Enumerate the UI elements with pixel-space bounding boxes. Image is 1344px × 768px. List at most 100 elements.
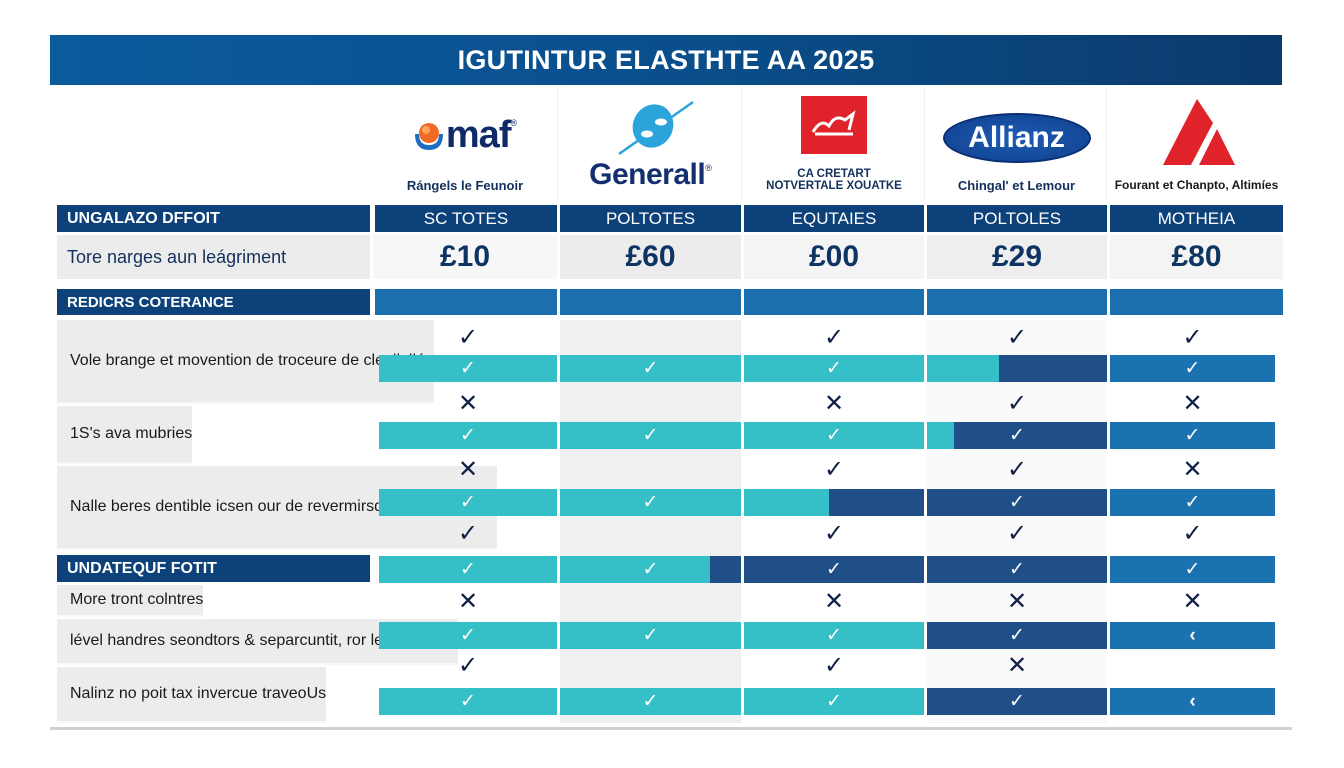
coverage-bar-cell: ✓: [379, 688, 557, 715]
cross-icon: ✕: [823, 587, 845, 615]
check-icon: ✓: [1009, 691, 1025, 712]
coverage-bar-cell: ✓: [560, 688, 741, 715]
column-header: MOTHEIA: [1110, 205, 1283, 232]
coverage-bar-cell: ✓: [927, 688, 1107, 715]
cross-icon: ✕: [1006, 587, 1028, 615]
check-icon: ✓: [823, 519, 845, 547]
cross-icon: ✕: [457, 389, 479, 417]
generall-wordmark: Generall ®: [589, 158, 712, 191]
feature-label: Vole brange et movention de troceure de …: [57, 320, 434, 404]
provider-caption: Fourant et Chanpto, Altimíes: [1114, 178, 1279, 192]
cross-icon: ✕: [1182, 455, 1203, 483]
check-icon: ✓: [1006, 519, 1028, 547]
coverage-bar-cell: ✓: [560, 622, 741, 649]
coverage-bar-cell: ✓: [927, 622, 1107, 649]
empty-cell: [560, 586, 741, 616]
registered-mark: ®: [705, 163, 712, 173]
provider-logo-allianz: Allianz Chingal' et Lemour: [927, 88, 1107, 200]
section-header: UNDATEQUF FOTIT: [57, 555, 370, 582]
bottom-divider: [50, 727, 1292, 730]
check-icon: ✓: [460, 691, 476, 712]
provider-logo-generall: Generall ®: [560, 88, 742, 200]
check-icon: ✓: [1182, 323, 1203, 351]
price-value: £80: [1110, 235, 1283, 279]
empty-cell: [560, 650, 741, 680]
coverage-bar-cell: [744, 489, 924, 516]
check-icon: ✓: [823, 323, 845, 351]
check-icon: ✓: [460, 425, 476, 446]
empty-cell: [560, 388, 741, 418]
check-icon: ✓: [642, 559, 659, 580]
check-icon: ✓: [457, 323, 479, 351]
column-header: EQUTAIES: [744, 205, 924, 232]
section-bar: [560, 289, 741, 315]
check-icon: ✓: [1184, 358, 1201, 379]
red-square-logo-icon: [801, 96, 867, 154]
registered-mark: ®: [510, 118, 518, 128]
provider-caption: Chingal' et Lemour: [957, 178, 1076, 193]
check-icon: ✓: [826, 559, 842, 580]
price-value: £10: [373, 235, 557, 279]
coverage-bar-cell: ✓: [744, 422, 924, 449]
bar-fill-segment: [744, 489, 829, 516]
column-background: [560, 320, 741, 723]
sphere-logo-icon: [414, 122, 443, 150]
coverage-bar-cell: ✓: [744, 622, 924, 649]
check-icon: ✓: [457, 519, 479, 547]
empty-cell: [560, 518, 741, 548]
coverage-bar-cell: ‹: [1110, 688, 1275, 715]
coverage-bar-cell: ✓: [1110, 556, 1275, 583]
maf-logo: maf ®: [413, 114, 517, 157]
check-icon: ✓: [1009, 492, 1025, 513]
section-bar: [927, 289, 1107, 315]
coverage-bar-cell: ✓: [379, 355, 557, 382]
feature-label: More tront colntres: [57, 585, 204, 617]
bar-fill-segment: [927, 355, 999, 382]
check-icon: ✓: [642, 625, 659, 646]
check-icon: ✓: [1184, 492, 1201, 513]
column-background: [744, 320, 924, 723]
coverage-bar-cell: ✓: [927, 489, 1107, 516]
price-row-label: Tore narges aun leágriment: [57, 235, 370, 279]
page-title: IGUTINTUR ELASTHTE AA 2025: [457, 44, 875, 75]
empty-cell: [560, 322, 741, 352]
check-icon: ✓: [457, 651, 479, 679]
check-icon: ✓: [823, 455, 845, 483]
check-icon: ✓: [1006, 455, 1028, 483]
section-header: REDICRS COTERANCE: [57, 289, 370, 315]
check-icon: ✓: [1182, 519, 1203, 547]
check-icon: ✓: [642, 425, 659, 446]
cross-icon: ✕: [1006, 651, 1028, 679]
coverage-bar-cell: ✓: [744, 556, 924, 583]
section-bar: [1110, 289, 1283, 315]
check-icon: ✓: [642, 691, 659, 712]
coverage-bar-cell: ✓: [560, 489, 741, 516]
provider-caption: CA CRETART NOTVERTALE XOUATKE: [766, 168, 902, 192]
red-triangle-logo-icon: [1162, 99, 1235, 165]
check-icon: ✓: [1006, 323, 1028, 351]
check-icon: ✓: [460, 625, 476, 646]
column-header: POLTOLES: [927, 205, 1107, 232]
coverage-bar-cell: ✓: [1110, 355, 1275, 382]
empty-cell: [560, 454, 741, 484]
coverage-bar-cell: ✓: [560, 556, 741, 583]
left-header-label: UNGALAZO DFFOIT: [57, 205, 370, 232]
column-background: [1110, 320, 1283, 723]
section-bar: [375, 289, 557, 315]
swoosh-logo-icon: [617, 100, 694, 156]
page-title-bar: IGUTINTUR ELASTHTE AA 2025: [50, 35, 1282, 85]
feature-label: Nalinz no poit tax invercue traveoUs: [57, 667, 327, 723]
cross-icon: ✕: [823, 389, 845, 417]
price-value: £00: [744, 235, 924, 279]
provider-logo-maf: maf ® Rángels le Feunoir: [373, 88, 558, 200]
coverage-bar-cell: ✓: [379, 622, 557, 649]
column-header: SC TOTES: [375, 205, 557, 232]
coverage-bar-cell: ✓: [744, 355, 924, 382]
coverage-bar-cell: ✓: [379, 489, 557, 516]
coverage-bar-cell: ✓: [1110, 422, 1275, 449]
check-icon: ✓: [823, 651, 845, 679]
empty-cell: [1110, 650, 1275, 680]
provider-caption: Rángels le Feunoir: [406, 178, 524, 193]
oval-logo-icon: Allianz: [942, 113, 1091, 163]
check-icon: ✓: [1009, 625, 1025, 646]
